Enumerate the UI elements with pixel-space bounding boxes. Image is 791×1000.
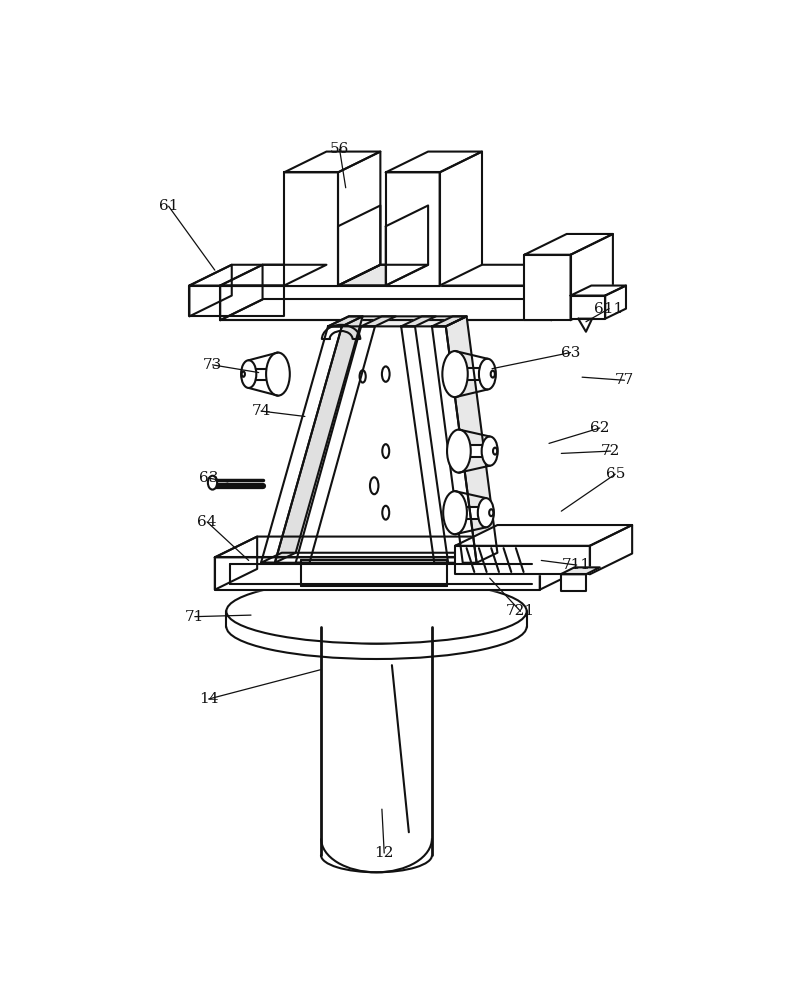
Polygon shape [338,152,380,286]
Polygon shape [284,172,338,286]
Text: 72: 72 [601,444,620,458]
Polygon shape [296,326,375,563]
Polygon shape [386,152,482,172]
Polygon shape [220,265,263,320]
Text: 77: 77 [615,373,634,387]
Polygon shape [261,326,342,563]
Polygon shape [432,326,477,563]
Polygon shape [220,286,551,320]
Ellipse shape [382,506,389,520]
Ellipse shape [242,371,245,377]
Ellipse shape [493,448,498,455]
Polygon shape [189,265,232,316]
Polygon shape [189,286,284,316]
Text: 721: 721 [506,604,535,618]
Text: 71: 71 [185,610,205,624]
Polygon shape [338,205,380,286]
Polygon shape [605,286,626,319]
Ellipse shape [360,370,365,383]
Text: 711: 711 [562,558,592,572]
Polygon shape [446,316,498,563]
Text: 14: 14 [199,692,218,706]
Polygon shape [361,316,396,326]
Ellipse shape [241,360,256,388]
Polygon shape [590,525,632,574]
Polygon shape [570,234,613,320]
Polygon shape [455,507,486,519]
Ellipse shape [208,476,217,490]
Ellipse shape [479,359,496,389]
Text: 64: 64 [198,515,217,529]
Polygon shape [386,205,428,286]
Text: 74: 74 [252,404,271,418]
Polygon shape [338,265,428,286]
Ellipse shape [382,444,389,458]
Text: 62: 62 [590,421,610,435]
Ellipse shape [447,430,471,473]
Polygon shape [189,265,327,286]
Ellipse shape [443,491,467,534]
Polygon shape [328,316,362,326]
Polygon shape [524,255,570,320]
Polygon shape [551,265,594,320]
Polygon shape [561,574,586,591]
Text: 56: 56 [330,142,350,156]
Polygon shape [386,172,440,286]
Ellipse shape [482,436,498,466]
Polygon shape [455,525,632,546]
Polygon shape [570,296,605,319]
Polygon shape [215,537,582,557]
Ellipse shape [490,371,495,378]
Ellipse shape [489,509,494,516]
Ellipse shape [370,477,378,494]
Text: 73: 73 [202,358,222,372]
Polygon shape [455,546,590,574]
Polygon shape [261,553,501,563]
Text: 61: 61 [159,199,178,213]
Polygon shape [570,286,626,296]
Ellipse shape [321,610,432,644]
Text: 65: 65 [606,467,625,481]
Text: 12: 12 [374,846,394,860]
Polygon shape [524,234,613,255]
Polygon shape [220,265,594,286]
Polygon shape [455,368,487,380]
Polygon shape [248,369,278,380]
Text: 63: 63 [199,471,218,485]
Polygon shape [440,152,482,286]
Ellipse shape [382,366,390,382]
Polygon shape [561,567,600,574]
Text: 63: 63 [561,346,581,360]
Ellipse shape [478,498,494,527]
Ellipse shape [266,353,290,396]
Text: 611: 611 [594,302,623,316]
Polygon shape [578,319,592,332]
Polygon shape [539,537,582,590]
Ellipse shape [442,351,467,397]
Polygon shape [215,557,539,590]
Polygon shape [401,326,448,563]
Ellipse shape [226,579,527,644]
Polygon shape [459,445,490,457]
Polygon shape [432,316,467,326]
Polygon shape [275,316,362,563]
Polygon shape [215,537,257,590]
Polygon shape [328,316,467,326]
Polygon shape [284,152,380,172]
Polygon shape [401,316,436,326]
